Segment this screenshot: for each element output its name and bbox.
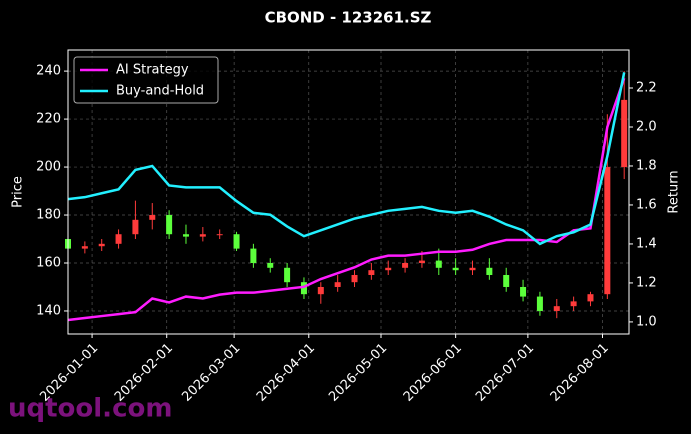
- candle-body: [149, 215, 156, 220]
- candle-body: [621, 99, 628, 168]
- candle-body: [267, 263, 274, 268]
- candle-body: [604, 167, 611, 295]
- y-tick-label: 180: [36, 208, 61, 223]
- candle-body: [402, 263, 409, 268]
- candle-body: [452, 267, 459, 271]
- chart-title: CBOND - 123261.SZ: [265, 9, 432, 27]
- y-tick-label: 140: [36, 303, 61, 318]
- candle-body: [233, 234, 240, 249]
- y2-tick-label: 1.6: [636, 197, 657, 212]
- candle-body: [385, 267, 392, 271]
- candle-body: [300, 282, 307, 295]
- candle-body: [250, 248, 257, 263]
- candle-body: [418, 260, 425, 263]
- y2-tick-label: 1.2: [636, 275, 657, 290]
- watermark: uqtool.com: [8, 394, 172, 424]
- candle-body: [334, 282, 341, 287]
- candle-body: [536, 296, 543, 311]
- y2-tick-label: 2.0: [636, 119, 657, 134]
- candle-body: [486, 267, 493, 275]
- y2-tick-label: 1.4: [636, 236, 657, 251]
- y-axis-label: Price: [11, 176, 26, 208]
- candle-body: [284, 267, 291, 283]
- y2-tick-label: 1.8: [636, 158, 657, 173]
- legend-label: AI Strategy: [116, 63, 189, 78]
- candle-body: [182, 234, 189, 237]
- candle-body: [553, 306, 560, 311]
- candle-body: [351, 274, 358, 283]
- candle-body: [216, 234, 223, 236]
- plot-frame: [67, 49, 630, 335]
- series-line: [67, 72, 626, 246]
- series-line: [67, 77, 626, 322]
- y-tick-label: 160: [36, 256, 61, 271]
- candle-body: [132, 219, 139, 235]
- candle-body: [115, 234, 122, 244]
- y-tick-label: 240: [36, 64, 61, 79]
- y2-tick-label: 2.2: [636, 81, 657, 96]
- y-tick-label: 200: [36, 160, 61, 175]
- candle-body: [368, 270, 375, 275]
- candle-body: [435, 260, 442, 268]
- legend-label: Buy-and-Hold: [116, 84, 204, 99]
- y2-tick-label: 1.0: [636, 314, 657, 329]
- candle-body: [503, 274, 510, 287]
- candle-body: [587, 294, 594, 302]
- candle-body: [98, 243, 105, 247]
- candle-body: [520, 286, 527, 297]
- y-tick-label: 220: [36, 112, 61, 127]
- y2-axis-label: Return: [667, 170, 682, 213]
- candle-body: [317, 286, 324, 295]
- legend-box: [73, 56, 219, 104]
- candle-body: [81, 246, 88, 249]
- candle-body: [570, 301, 577, 307]
- candle-body: [166, 215, 173, 235]
- candle-body: [199, 234, 206, 237]
- candle-body: [469, 267, 476, 271]
